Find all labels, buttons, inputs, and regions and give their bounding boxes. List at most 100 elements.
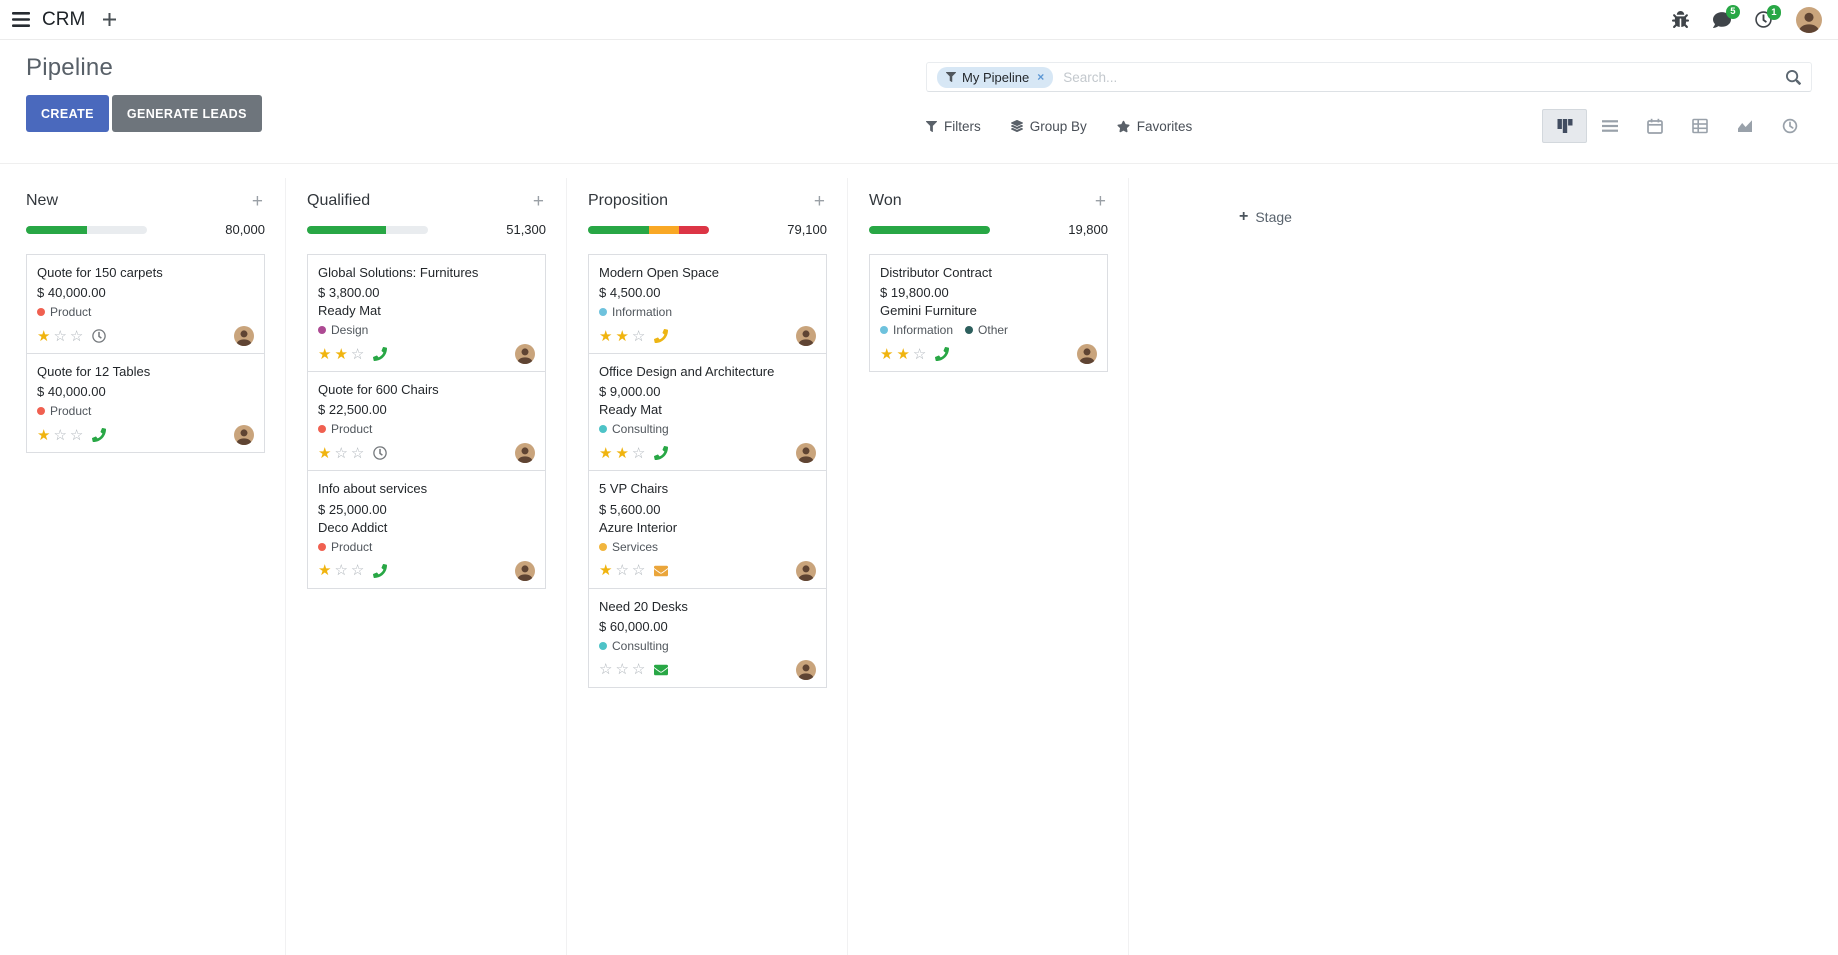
search-icon[interactable] — [1786, 69, 1801, 85]
column-progressbar[interactable] — [588, 225, 709, 234]
search-input[interactable] — [1053, 69, 1786, 85]
star-icon[interactable]: ★ — [599, 327, 613, 345]
create-button[interactable]: CREATE — [26, 95, 109, 132]
column-title[interactable]: Qualified — [307, 192, 371, 209]
envelope-icon[interactable] — [654, 564, 669, 578]
add-stage-button[interactable]: + Stage — [1239, 208, 1292, 226]
star-icon[interactable]: ☆ — [631, 562, 646, 580]
search-bar[interactable]: My Pipeline × — [926, 62, 1812, 92]
messages-icon[interactable]: 5 — [1713, 4, 1740, 29]
phone-icon[interactable] — [654, 329, 669, 344]
filters-button[interactable]: Filters — [926, 119, 981, 134]
progress-segment[interactable] — [588, 225, 649, 234]
add-record-button[interactable]: + — [813, 190, 825, 212]
star-icon[interactable]: ☆ — [912, 345, 927, 363]
kanban-card[interactable]: Quote for 12 Tables $ 40,000.00 Product … — [26, 353, 265, 454]
bug-icon[interactable] — [1672, 11, 1689, 28]
star-icon[interactable]: ☆ — [334, 562, 348, 580]
star-icon[interactable]: ★ — [599, 444, 613, 462]
star-icon[interactable]: ☆ — [350, 562, 365, 580]
star-icon[interactable]: ★ — [880, 345, 894, 363]
view-pivot-button[interactable] — [1677, 109, 1722, 143]
view-graph-button[interactable] — [1722, 109, 1767, 143]
column-title[interactable]: Won — [869, 192, 902, 209]
search-facet[interactable]: My Pipeline × — [937, 66, 1054, 88]
card-avatar[interactable] — [234, 425, 254, 446]
star-icon[interactable]: ☆ — [69, 426, 84, 444]
view-kanban-button[interactable] — [1542, 109, 1587, 143]
star-icon[interactable]: ★ — [615, 444, 629, 462]
progress-segment[interactable] — [26, 225, 87, 234]
plus-icon[interactable] — [103, 13, 117, 26]
kanban-card[interactable]: Info about services $ 25,000.00 Deco Addi… — [307, 470, 546, 589]
card-avatar[interactable] — [515, 443, 535, 464]
view-calendar-button[interactable] — [1632, 109, 1677, 143]
kanban-card[interactable]: Distributor Contract $ 19,800.00 Gemini F… — [869, 254, 1108, 373]
app-name[interactable]: CRM — [42, 8, 86, 30]
star-icon[interactable]: ☆ — [615, 661, 629, 679]
star-icon[interactable]: ☆ — [631, 327, 646, 345]
column-title[interactable]: New — [26, 192, 59, 209]
facet-remove-icon[interactable]: × — [1037, 70, 1045, 84]
phone-icon[interactable] — [935, 347, 950, 362]
star-icon[interactable]: ☆ — [631, 444, 646, 462]
star-icon[interactable]: ★ — [615, 327, 629, 345]
envelope-icon[interactable] — [654, 663, 669, 677]
phone-icon[interactable] — [92, 428, 107, 443]
phone-icon[interactable] — [654, 446, 669, 461]
card-avatar[interactable] — [515, 344, 535, 365]
progress-segment[interactable] — [678, 225, 709, 234]
kanban-card[interactable]: Office Design and Architecture $ 9,000.0… — [588, 353, 827, 472]
group-by-button[interactable]: Group By — [1010, 119, 1087, 134]
card-avatar[interactable] — [796, 326, 816, 347]
phone-icon[interactable] — [373, 563, 388, 578]
star-icon[interactable]: ☆ — [631, 661, 646, 679]
view-activity-button[interactable] — [1767, 109, 1812, 143]
star-icon[interactable]: ☆ — [53, 327, 67, 345]
star-icon[interactable]: ★ — [318, 562, 332, 580]
kanban-card[interactable]: 5 VP Chairs $ 5,600.00 Azure Interior Ser… — [588, 470, 827, 589]
star-icon[interactable]: ☆ — [615, 562, 629, 580]
column-progressbar[interactable] — [307, 225, 428, 234]
add-record-button[interactable]: + — [251, 190, 263, 212]
kanban-card[interactable]: Quote for 150 carpets $ 40,000.00 Produc… — [26, 254, 265, 355]
column-progressbar[interactable] — [26, 225, 147, 234]
card-avatar[interactable] — [515, 560, 535, 581]
card-avatar[interactable] — [796, 560, 816, 581]
add-record-button[interactable]: + — [532, 190, 544, 212]
star-icon[interactable]: ★ — [334, 345, 348, 363]
progress-segment[interactable] — [648, 225, 679, 234]
card-avatar[interactable] — [234, 326, 254, 347]
progress-segment[interactable] — [869, 225, 990, 234]
kanban-card[interactable]: Modern Open Space $ 4,500.00 Information… — [588, 254, 827, 355]
star-icon[interactable]: ☆ — [53, 426, 67, 444]
star-icon[interactable]: ★ — [37, 426, 51, 444]
favorites-button[interactable]: Favorites — [1117, 119, 1192, 134]
star-icon[interactable]: ☆ — [350, 345, 365, 363]
user-avatar[interactable] — [1796, 6, 1822, 33]
kanban-card[interactable]: Quote for 600 Chairs $ 22,500.00 Product… — [307, 371, 546, 472]
star-icon[interactable]: ★ — [896, 345, 910, 363]
star-icon[interactable]: ★ — [599, 562, 613, 580]
kanban-card[interactable]: Global Solutions: Furnitures $ 3,800.00 R… — [307, 254, 546, 373]
star-icon[interactable]: ★ — [318, 345, 332, 363]
phone-icon[interactable] — [373, 347, 388, 362]
star-icon[interactable]: ☆ — [599, 661, 613, 679]
card-avatar[interactable] — [796, 659, 816, 680]
view-list-button[interactable] — [1587, 109, 1632, 143]
card-avatar[interactable] — [1077, 344, 1097, 365]
card-avatar[interactable] — [796, 443, 816, 464]
star-icon[interactable]: ☆ — [350, 444, 365, 462]
clock-icon[interactable] — [373, 446, 388, 461]
star-icon[interactable]: ☆ — [334, 444, 348, 462]
add-record-button[interactable]: + — [1094, 190, 1106, 212]
star-icon[interactable]: ★ — [318, 444, 332, 462]
column-title[interactable]: Proposition — [588, 192, 669, 209]
column-progressbar[interactable] — [869, 225, 990, 234]
menu-icon[interactable] — [12, 12, 30, 27]
clock-icon[interactable] — [92, 329, 107, 343]
progress-segment[interactable] — [307, 225, 386, 234]
star-icon[interactable]: ☆ — [69, 327, 84, 345]
kanban-card[interactable]: Need 20 Desks $ 60,000.00 Consulting ☆ ☆ ☆ — [588, 587, 827, 688]
activities-icon[interactable]: 1 — [1755, 5, 1781, 28]
